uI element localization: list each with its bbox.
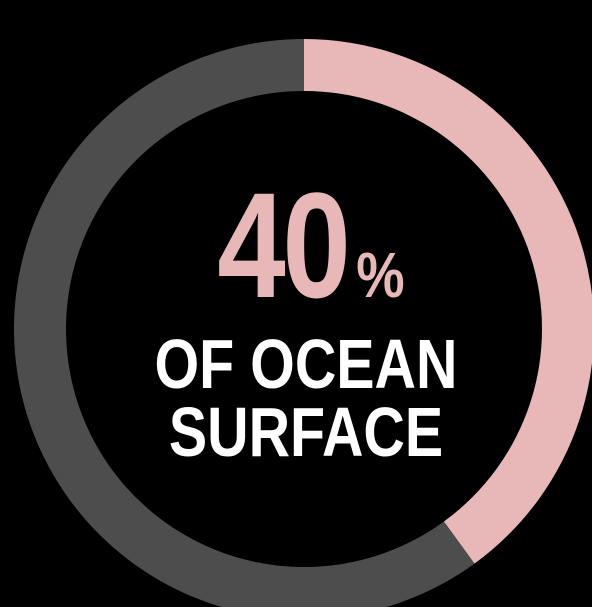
center-label: 40% OF OCEAN SURFACE [46, 170, 566, 471]
donut-slice-remainder [14, 39, 475, 607]
center-value: 40 [217, 161, 351, 329]
donut-slices [14, 39, 592, 607]
center-label-line-1: OF OCEAN [154, 325, 458, 403]
center-unit: % [356, 239, 405, 311]
donut-slice-highlight [304, 39, 592, 564]
center-label-line-2: SURFACE [168, 393, 444, 471]
center-value-row: 40% [46, 170, 566, 330]
